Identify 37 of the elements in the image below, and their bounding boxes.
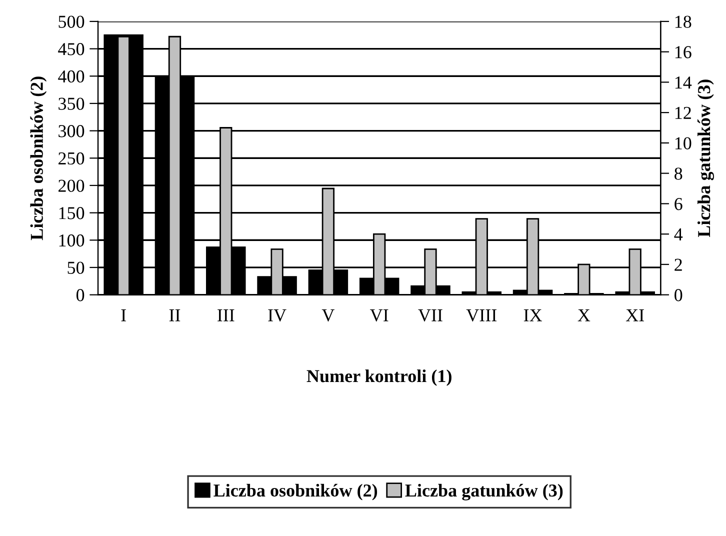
x-tick-label: I — [121, 309, 126, 322]
x-tick-label: VI — [370, 309, 388, 322]
y2-tick-label: 2 — [674, 258, 682, 271]
y-tick-label: 350 — [58, 98, 84, 110]
y-axis-title: Liczba osobników (2) — [30, 76, 47, 240]
y-tick-label: 100 — [59, 234, 84, 247]
y-tick-label: 500 — [58, 16, 84, 28]
x-tick-label: XI — [626, 309, 644, 322]
y2-tick-label: 4 — [674, 228, 683, 240]
y2-tick-label: 6 — [674, 198, 682, 210]
x-tick-label: X — [578, 309, 590, 322]
x-tick-label: IV — [268, 309, 286, 322]
y2-tick-label: 0 — [674, 289, 682, 302]
x-tick-label: V — [322, 309, 334, 322]
legend-label: Liczba gatunków (3) — [405, 484, 563, 500]
x-tick-label: III — [218, 309, 234, 322]
y-tick-label: 50 — [68, 262, 84, 274]
y2-axis-title: Liczba gatunków (3) — [697, 80, 714, 238]
x-tick-label: IX — [524, 309, 542, 322]
x-tick-label: VIII — [466, 309, 497, 322]
x-axis-title: Numer kontroli (1) — [306, 370, 452, 386]
y-tick-label: 300 — [58, 125, 84, 138]
y2-tick-label: 14 — [675, 76, 692, 88]
y-tick-label: 200 — [58, 180, 84, 192]
y-tick-label: 250 — [58, 152, 84, 165]
y2-tick-label: 12 — [675, 106, 691, 119]
y2-tick-label: 8 — [674, 168, 682, 180]
y-tick-label: 150 — [59, 207, 84, 220]
y2-tick-label: 18 — [675, 16, 692, 28]
y2-tick-label: 16 — [675, 46, 692, 58]
y2-tick-label: 10 — [675, 137, 692, 150]
legend-label: Liczba osobników (2) — [214, 484, 378, 500]
y-tick-label: 0 — [76, 289, 84, 302]
x-tick-label: VII — [418, 309, 442, 322]
y-tick-label: 400 — [58, 70, 84, 83]
x-tick-label: II — [169, 309, 180, 322]
y-tick-label: 450 — [58, 43, 84, 56]
